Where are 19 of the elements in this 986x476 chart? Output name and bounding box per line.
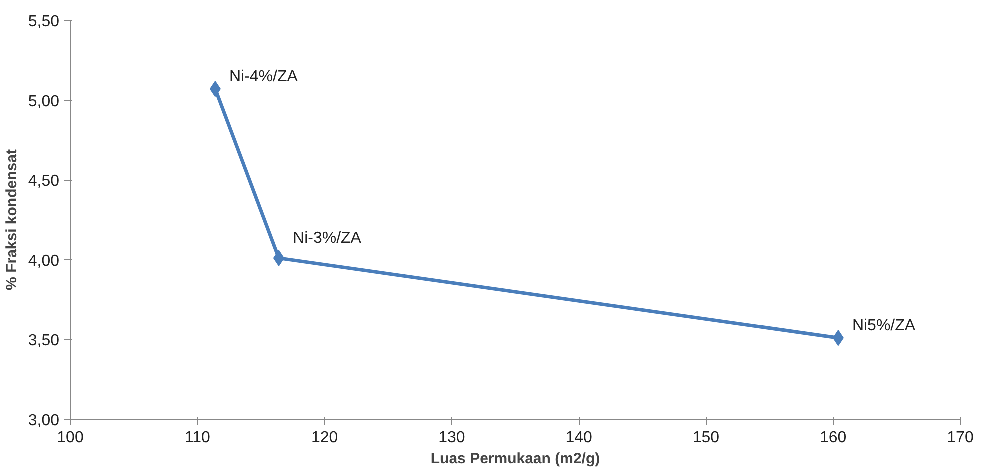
y-tick-label: 4,50: [28, 173, 60, 190]
y-tick-label: 5,50: [28, 14, 60, 30]
y-tick-label: 3,50: [28, 332, 60, 350]
annotation: Ni-3%/ZA: [293, 230, 362, 247]
x-tick-label: 130: [438, 430, 466, 446]
annotation: Ni5%/ZA: [852, 318, 916, 335]
y-tick-label: 5,00: [28, 93, 60, 110]
x-tick-label: 170: [947, 430, 974, 446]
x-tick-label: 100: [57, 430, 84, 446]
x-tick-label: 120: [311, 430, 338, 446]
y-tick-label: 3,00: [28, 412, 60, 430]
x-tick-label: 140: [566, 430, 593, 446]
x-tick-label: 110: [184, 430, 210, 446]
x-tick-label: 150: [692, 430, 720, 446]
y-tick-label: 4,00: [28, 252, 60, 270]
annotation: Ni-4%/ZA: [229, 68, 298, 86]
y-axis-title: % Fraksi kondensat: [3, 150, 20, 290]
x-axis-title: Luas Permukaan (m2/g): [430, 450, 600, 468]
x-tick-label: 160: [820, 430, 847, 446]
